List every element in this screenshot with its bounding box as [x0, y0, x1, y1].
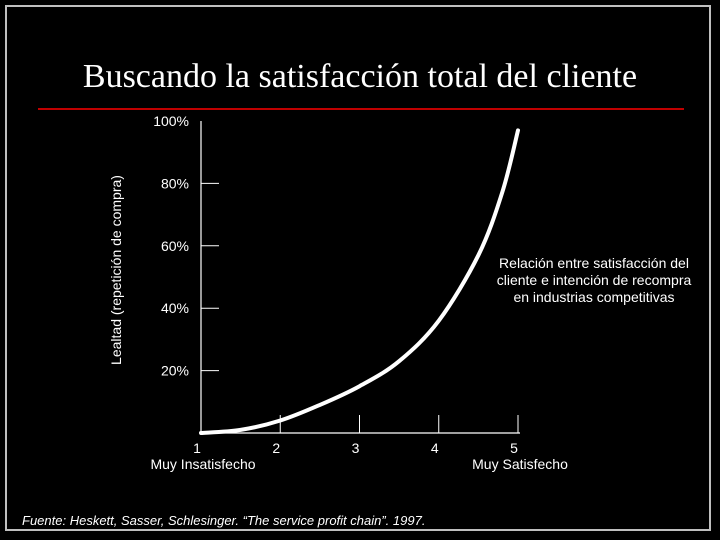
- chart-annotation: Relación entre satisfacción del cliente …: [496, 255, 692, 305]
- y-tick-label: 40%: [161, 300, 189, 316]
- chart-series: [199, 128, 520, 435]
- x-tick-label: 3: [352, 440, 360, 456]
- x-tick-label: 4: [431, 440, 439, 456]
- slide-frame: [5, 5, 711, 531]
- y-tick-label: 20%: [161, 363, 189, 379]
- chart-axes: [200, 121, 520, 434]
- y-axis-ticks: 20% 40% 60% 80% 100%: [153, 113, 219, 379]
- x-axis-ticks: 1 2 3 4 5 Muy Insatisfecho Muy Satisfecho: [150, 415, 568, 472]
- slide-title: Buscando la satisfacción total del clien…: [82, 58, 638, 95]
- y-tick-label: 60%: [161, 238, 189, 254]
- y-tick-label: 100%: [153, 113, 189, 129]
- source-citation: Fuente: Heskett, Sasser, Schlesinger. “T…: [22, 513, 426, 528]
- y-tick-label: 80%: [161, 175, 189, 191]
- title-underline: [38, 108, 684, 110]
- x-tick-label: 1: [193, 440, 201, 456]
- x-tick-label: 5: [510, 440, 518, 456]
- loyalty-curve-line: [199, 128, 520, 435]
- y-axis-label: Lealtad (repetición de compra): [108, 175, 124, 365]
- x-tick-caption: Muy Satisfecho: [472, 456, 568, 472]
- x-tick-caption: Muy Insatisfecho: [150, 456, 255, 472]
- x-tick-label: 2: [272, 440, 280, 456]
